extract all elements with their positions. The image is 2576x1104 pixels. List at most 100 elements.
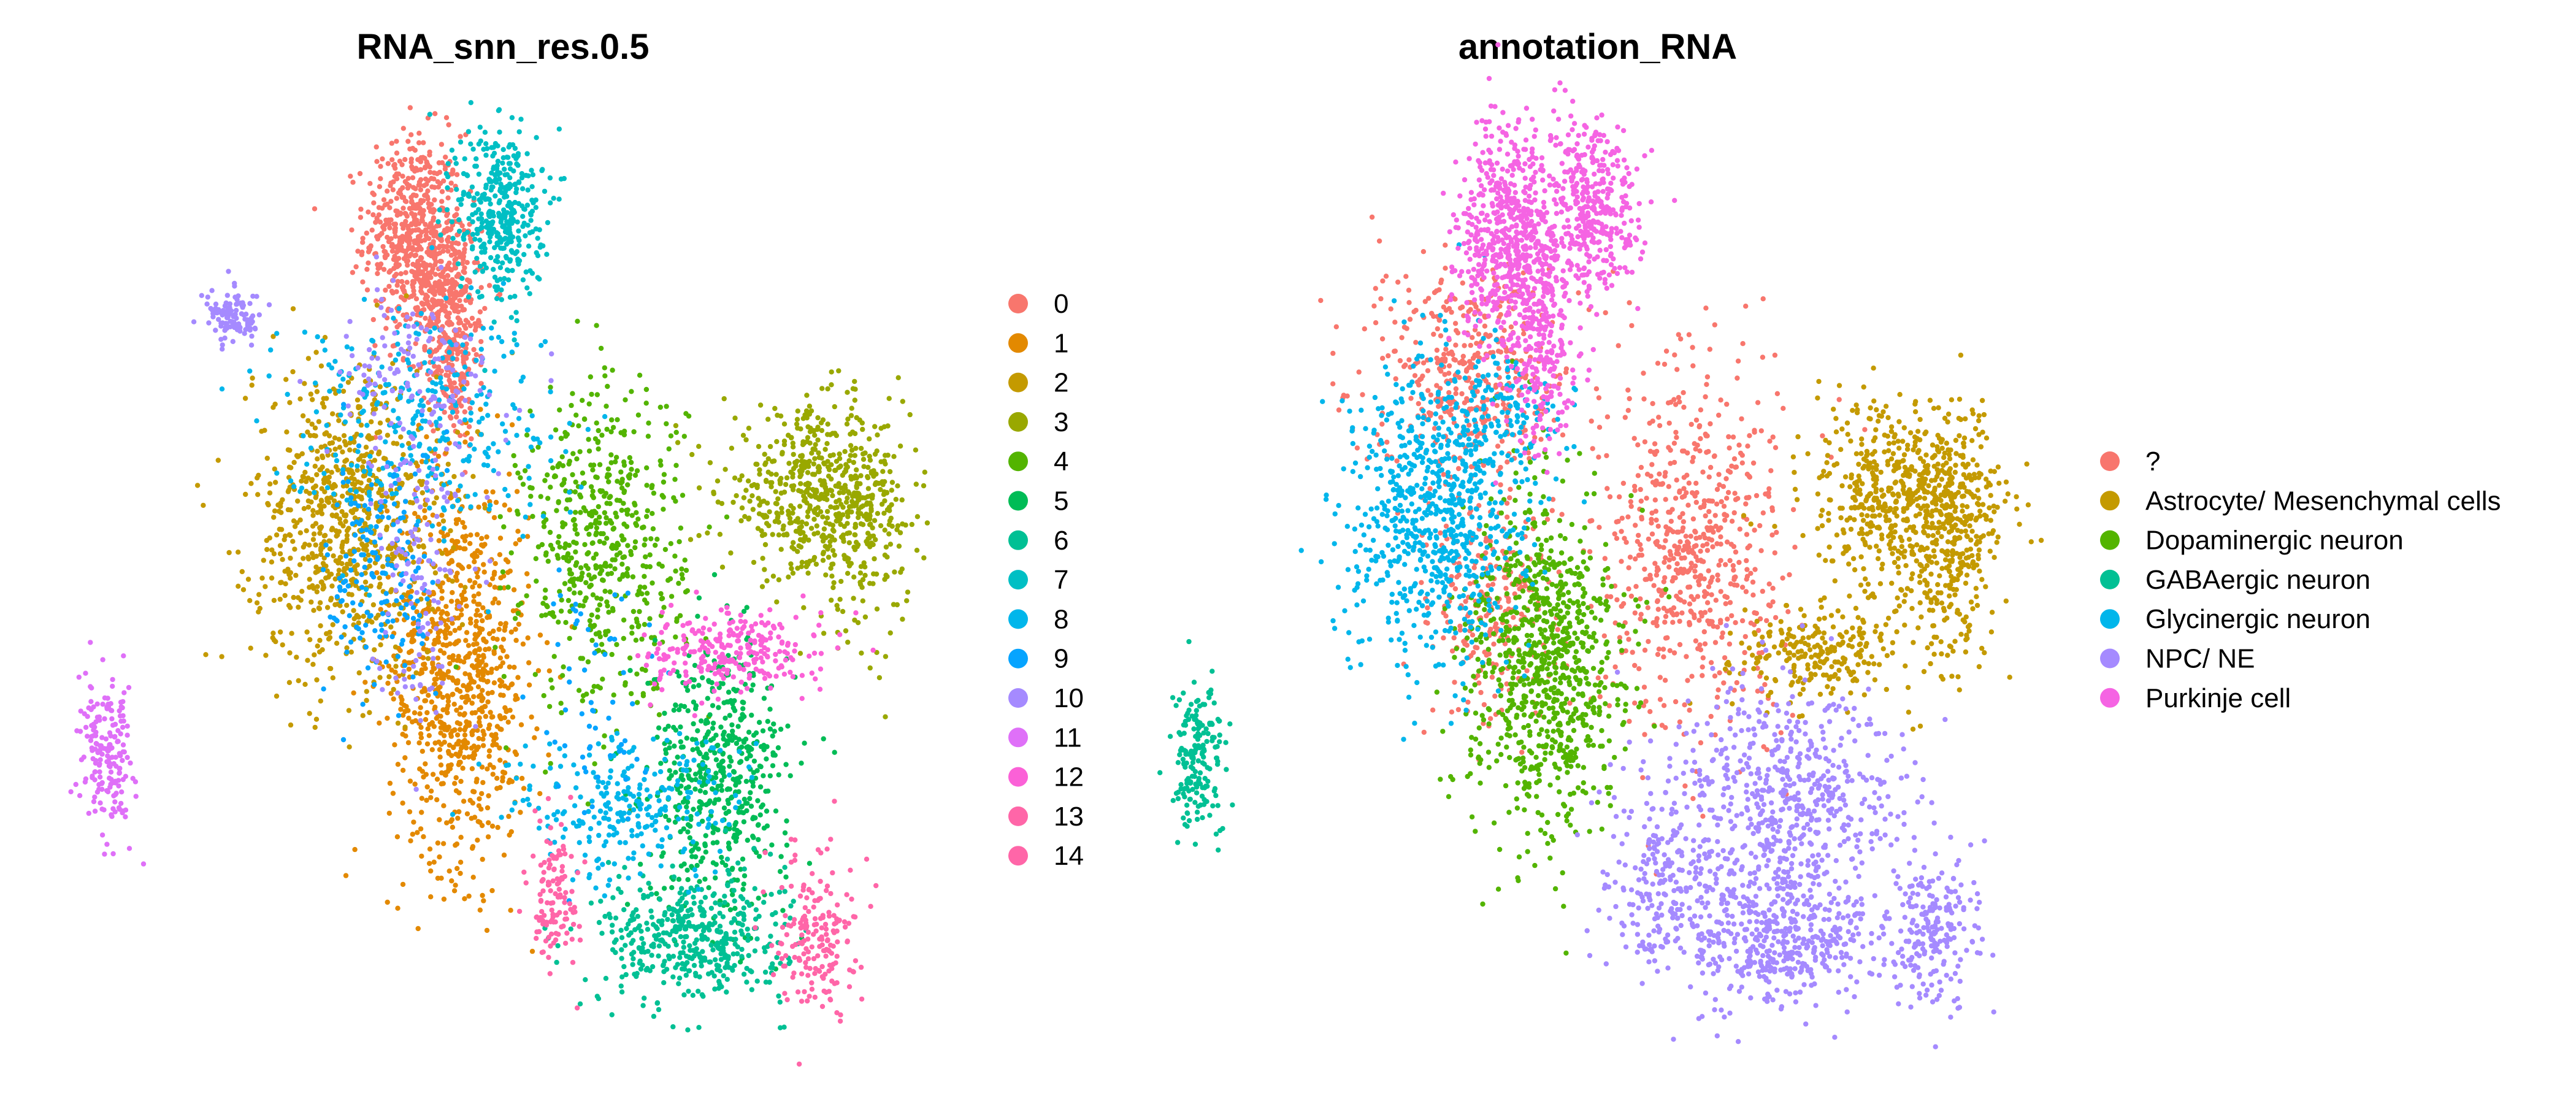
data-point (852, 453, 858, 458)
data-point (410, 175, 416, 180)
data-point (782, 830, 788, 836)
data-point (385, 680, 391, 686)
data-point (432, 570, 439, 576)
data-point (240, 587, 247, 592)
data-point (255, 492, 261, 497)
data-point (637, 861, 643, 867)
data-point (761, 945, 767, 951)
data-point (386, 810, 392, 816)
data-point (453, 414, 459, 420)
data-point (599, 567, 605, 573)
data-point (286, 603, 292, 608)
data-point (583, 595, 589, 601)
data-point (690, 992, 696, 999)
data-point (802, 465, 808, 470)
data-point (697, 974, 702, 979)
data-point (710, 726, 716, 731)
data-point (548, 385, 553, 390)
data-point (424, 797, 429, 803)
data-point (479, 626, 485, 632)
data-point (409, 629, 415, 635)
data-point (428, 868, 434, 874)
data-point (448, 267, 454, 273)
data-point (431, 428, 436, 434)
data-point (824, 515, 830, 521)
data-point (424, 741, 431, 747)
data-point (842, 449, 848, 454)
data-point (382, 202, 388, 208)
data-point (592, 574, 597, 580)
data-point (420, 271, 426, 277)
data-point (426, 236, 432, 242)
data-point (608, 452, 614, 458)
data-point (287, 400, 293, 405)
data-point (435, 630, 441, 636)
data-point (307, 491, 312, 496)
data-point (814, 523, 820, 529)
data-point (746, 516, 751, 522)
data-point (456, 809, 462, 815)
data-point (634, 468, 640, 473)
data-point (609, 651, 615, 657)
data-point (702, 842, 708, 848)
data-point (548, 677, 554, 683)
data-point (764, 578, 770, 584)
data-point (422, 508, 427, 513)
data-point (451, 337, 457, 342)
data-point (469, 732, 475, 738)
data-point (673, 770, 678, 775)
data-point (700, 937, 705, 942)
data-point (565, 553, 570, 558)
data-point (385, 432, 391, 438)
data-point (358, 215, 364, 220)
data-point (512, 616, 518, 621)
data-point (413, 341, 418, 347)
data-point (513, 692, 519, 699)
data-point (374, 570, 380, 575)
data-point (829, 573, 835, 579)
data-point (688, 537, 694, 542)
data-point (475, 574, 480, 580)
data-point (799, 524, 804, 530)
data-point (435, 184, 442, 190)
data-point (761, 773, 766, 779)
data-point (413, 186, 418, 191)
data-point (458, 859, 464, 865)
data-point (254, 600, 260, 606)
data-point (749, 483, 755, 489)
data-point (534, 578, 539, 584)
data-point (794, 416, 800, 422)
data-point (439, 675, 444, 681)
data-point (432, 197, 437, 203)
data-point (627, 655, 633, 661)
data-point (691, 924, 697, 930)
data-point (451, 473, 457, 480)
data-point (389, 157, 395, 163)
data-point (829, 382, 834, 388)
data-point (526, 682, 532, 688)
data-point (781, 421, 788, 427)
data-point (569, 577, 575, 583)
data-point (318, 363, 324, 369)
data-point (567, 635, 572, 642)
data-point (395, 905, 401, 911)
data-point (656, 953, 661, 959)
data-point (528, 218, 534, 223)
data-point (443, 372, 449, 378)
data-point (318, 698, 323, 704)
data-point (756, 854, 762, 859)
data-point (801, 605, 807, 610)
data-point (401, 702, 407, 708)
data-point (354, 571, 359, 577)
data-point (635, 516, 641, 522)
data-point (707, 524, 712, 530)
data-point (656, 943, 662, 949)
data-point (597, 685, 603, 691)
data-point (787, 515, 793, 521)
data-point (597, 539, 603, 545)
data-point (723, 715, 728, 721)
data-point (435, 288, 442, 293)
data-point (494, 665, 499, 672)
data-point (729, 737, 735, 743)
data-point (716, 764, 722, 769)
